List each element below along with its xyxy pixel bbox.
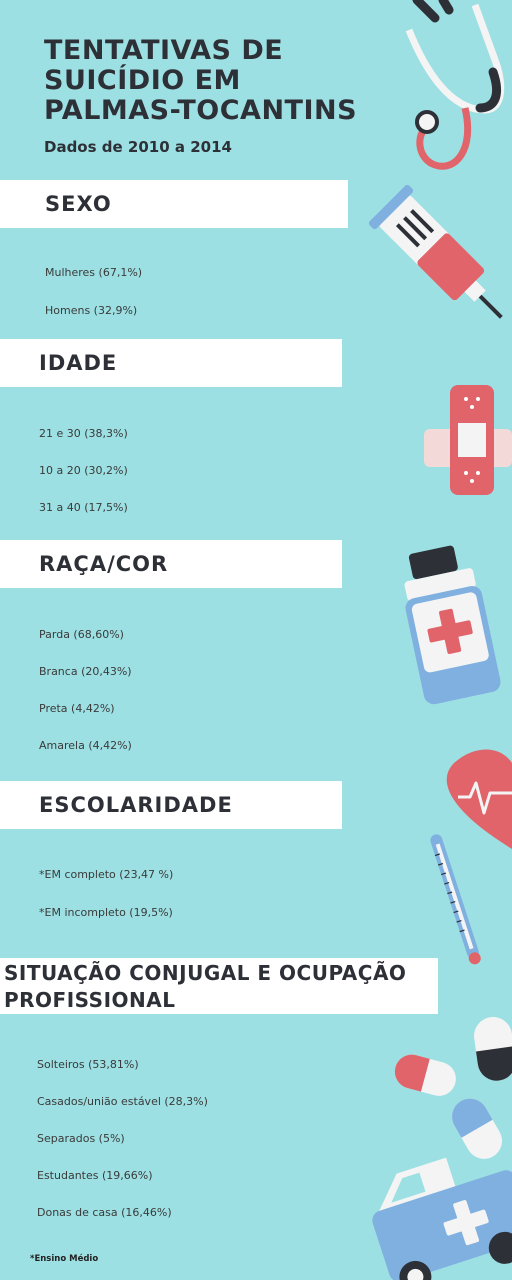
bandage-icon (424, 385, 512, 495)
list-item: Separados (5%) (37, 1132, 125, 1145)
list-item: Homens (32,9%) (45, 304, 138, 317)
section-heading-sexo: SEXO (0, 180, 348, 228)
list-item: 21 e 30 (38,3%) (39, 427, 128, 440)
list-item: *EM completo (23,47 %) (39, 868, 174, 881)
list-item: Donas de casa (16,46%) (37, 1206, 172, 1219)
section-heading-situacao-conjugal: SITUAÇÃO CONJUGAL E OCUPAÇÃO PROFISSIONA… (0, 958, 438, 1014)
list-item: 10 a 20 (30,2%) (39, 464, 128, 477)
section-heading-text: IDADE (39, 351, 118, 375)
list-item: 31 a 40 (17,5%) (39, 501, 128, 514)
title-line-1: TENTATIVAS DE (44, 35, 284, 66)
stethoscope-icon (405, 0, 505, 170)
ambulance-icon (372, 1157, 512, 1280)
thermometer-icon (430, 834, 481, 965)
list-item: Estudantes (19,66%) (37, 1169, 153, 1182)
list-item: Casados/união estável (28,3%) (37, 1095, 208, 1108)
list-item: Amarela (4,42%) (39, 739, 132, 752)
list-item: Mulheres (67,1%) (45, 266, 143, 279)
page-title: TENTATIVAS DE SUICÍDIO EM PALMAS-TOCANTI… (44, 36, 374, 126)
list-item: *EM incompleto (19,5%) (39, 906, 173, 919)
footnote: *Ensino Médio (30, 1254, 99, 1264)
section-heading-text: RAÇA/COR (39, 552, 169, 576)
title-line-3: PALMAS-TOCANTINS (44, 95, 358, 126)
section-heading-line-2: PROFISSIONAL (4, 988, 176, 1012)
heart-pulse-icon (446, 749, 512, 849)
section-heading-raca-cor: RAÇA/COR (0, 540, 342, 588)
section-heading-idade: IDADE (0, 339, 342, 387)
medicine-bottle-icon (404, 545, 501, 705)
list-item: Preta (4,42%) (39, 702, 115, 715)
section-heading-text: ESCOLARIDADE (39, 793, 233, 817)
page-subtitle: Dados de 2010 a 2014 (44, 138, 232, 156)
section-heading-line-1: SITUAÇÃO CONJUGAL E OCUPAÇÃO (4, 961, 407, 985)
list-item: Solteiros (53,81%) (37, 1058, 139, 1071)
syringe-icon (368, 184, 503, 319)
section-heading-text: SEXO (45, 192, 112, 216)
list-item: Parda (68,60%) (39, 628, 124, 641)
list-item: Branca (20,43%) (39, 665, 132, 678)
capsule-pills-icon (394, 1016, 512, 1159)
section-heading-escolaridade: ESCOLARIDADE (0, 781, 342, 829)
title-line-2: SUICÍDIO EM (44, 65, 241, 96)
